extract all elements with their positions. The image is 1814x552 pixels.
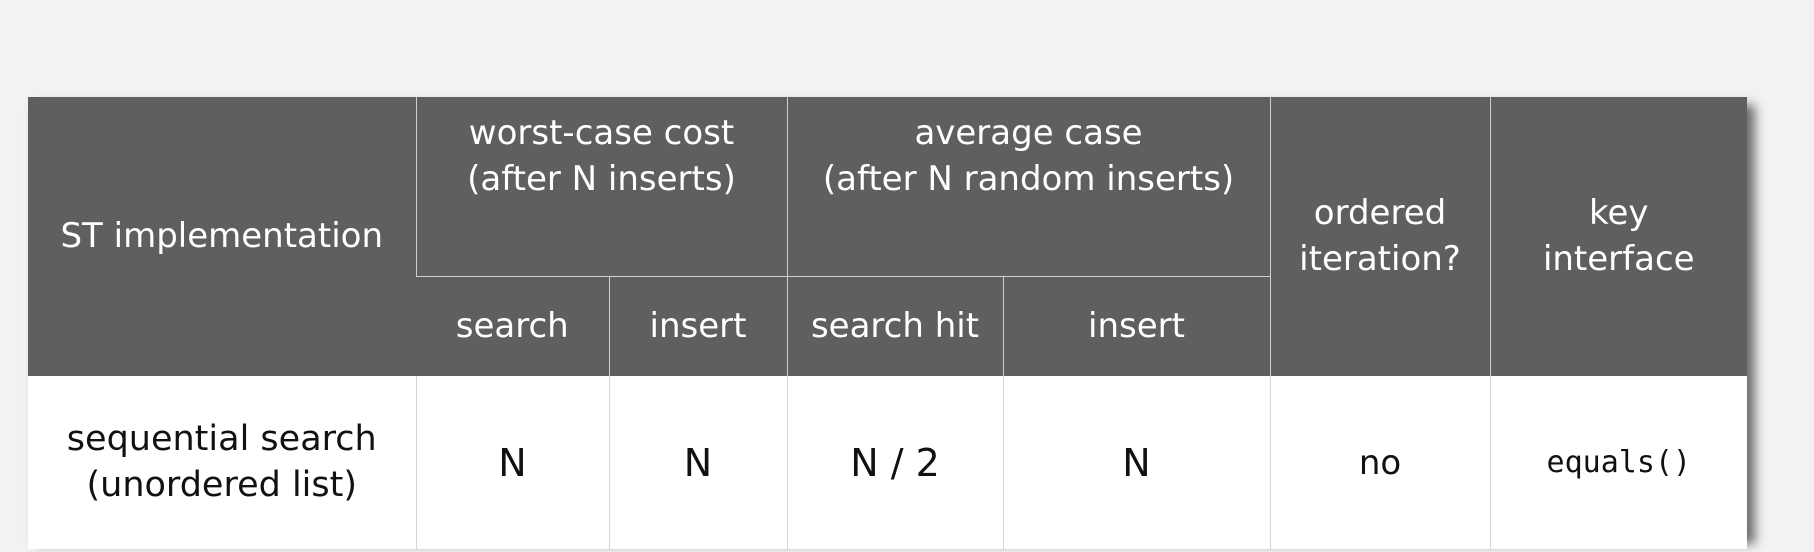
header-avg-search-hit: search hit — [786, 276, 1004, 376]
header-worst-insert: insert — [608, 276, 788, 376]
header-row-sub: search insert search hit insert — [28, 276, 1747, 376]
header-key-interface: key interface — [1489, 97, 1748, 376]
cell-worst-insert: N — [608, 376, 788, 549]
header-worst-case-line1: worst-case cost — [468, 113, 735, 153]
cell-implementation: sequential search (unordered list) — [28, 376, 416, 549]
header-ordered-line1: ordered — [1313, 192, 1447, 233]
header-average-case-line1: average case — [914, 113, 1143, 153]
header-avg-insert: insert — [1002, 276, 1271, 376]
header-ordered-iteration: ordered iteration? — [1269, 97, 1491, 376]
cell-ordered: no — [1269, 376, 1491, 549]
cell-key-interface: equals() — [1489, 376, 1748, 549]
cell-implementation-line1: sequential search — [66, 419, 377, 459]
header-worst-search: search — [416, 276, 609, 376]
header-row-top: ST implementation worst-case cost (after… — [28, 97, 1748, 376]
cell-avg-insert: N — [1002, 376, 1271, 549]
symbol-table-comparison: ST implementation worst-case cost (after… — [28, 97, 1748, 549]
cell-implementation-line2: (unordered list) — [86, 464, 357, 505]
header-ordered-line2: iteration? — [1299, 238, 1461, 279]
cell-avg-search-hit: N / 2 — [786, 376, 1004, 549]
header-key-line1: key — [1589, 192, 1649, 233]
header-worst-case-cost: worst-case cost (after N inserts) — [415, 97, 788, 277]
table-row: sequential search (unordered list) N N N… — [28, 376, 1748, 549]
header-key-line2: interface — [1542, 238, 1695, 279]
cell-worst-search: N — [415, 376, 609, 549]
header-average-case-line2: (after N random inserts) — [822, 158, 1235, 199]
header-average-case: average case (after N random inserts) — [786, 97, 1271, 277]
cost-summary-table: ST implementation worst-case cost (after… — [28, 97, 1748, 549]
header-worst-case-line2: (after N inserts) — [467, 158, 736, 199]
header-st-implementation: ST implementation — [28, 97, 416, 376]
